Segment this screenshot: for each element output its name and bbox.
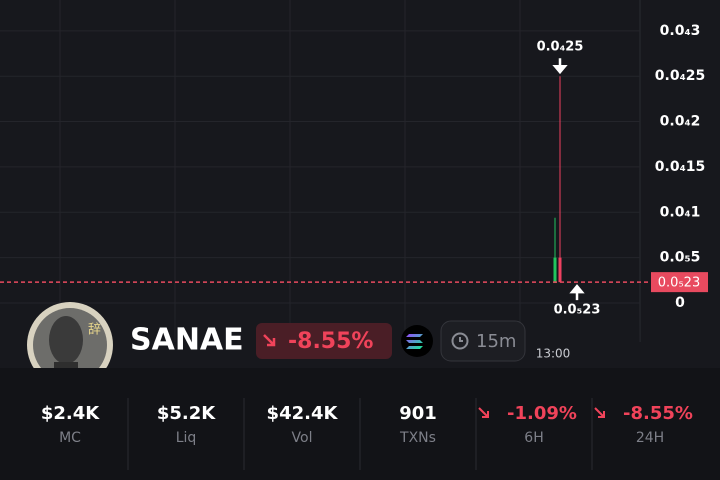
down-arrow-icon [594,407,605,418]
stat-label: Vol [292,430,313,446]
y-tick-label: 0.0₄1 [660,204,701,220]
stat-value: -8.55% [623,403,693,424]
interval-button[interactable]: 15m [440,320,526,362]
price-tag-label: 0.0₅23 [658,276,700,291]
change-badge [256,323,392,359]
interval-label[interactable]: 15m [476,331,516,352]
stat-value: $2.4K [41,403,100,424]
y-tick-label: 0.0₄3 [660,23,701,39]
y-tick-label: 0 [675,295,685,311]
y-tick-label: 0.0₄2 [660,114,701,130]
price-tag [651,272,708,293]
low-arrow [569,284,585,301]
stat-label: Liq [176,430,197,446]
stat-value: $42.4K [267,403,339,424]
y-tick-label: 0.0₅5 [660,250,701,266]
chain-icon[interactable] [401,325,433,357]
low-label: 0.0₅23 [554,303,601,318]
stat-value: $5.2K [157,403,216,424]
down-arrow-icon [478,407,489,418]
y-tick-label: 0.0₄15 [655,159,705,175]
high-arrow [552,58,568,75]
stat-label: 6H [524,430,543,446]
vertical-grid [59,0,521,342]
stat-value: 901 [399,403,437,424]
stat-label: MC [59,430,81,446]
x-tick-label: 13:00 [536,347,571,361]
stat-value: -1.09% [507,403,577,424]
candle-body [558,257,562,283]
stat-label: TXNs [399,430,436,446]
svg-text:辞: 辞 [88,323,101,338]
token-name: SANAE [130,323,244,358]
change-value: -8.55% [288,329,373,354]
y-tick-label: 0.0₄25 [655,68,705,84]
candle-body [553,257,557,284]
stat-label: 24H [636,430,664,446]
axis-bg [640,0,720,368]
token-logo: 辞 [27,302,113,388]
high-label: 0.0₄25 [537,40,584,55]
